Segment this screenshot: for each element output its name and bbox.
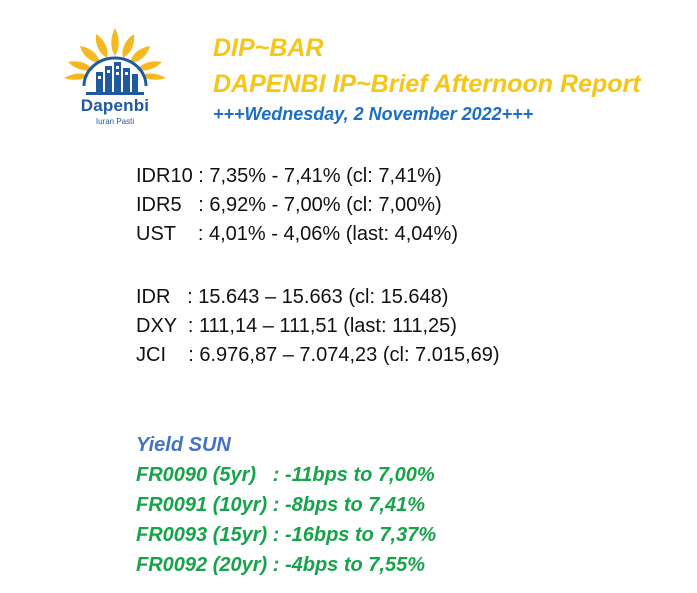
market-rate-row: DXY : 111,14 – 111,51 (last: 111,25) bbox=[136, 315, 457, 337]
sun-building-logo-icon bbox=[64, 28, 166, 95]
yield-row: FR0093 (15yr) : -16bps to 7,37% bbox=[136, 524, 437, 546]
bond-rate-row: UST : 4,01% - 4,06% (last: 4,04%) bbox=[136, 223, 458, 245]
yield-sun-section: Yield SUN FR0090 (5yr) : -11bps to 7,00%… bbox=[136, 430, 436, 580]
bond-rates-list: IDR10 : 7,35% - 7,41% (cl: 7,41%) IDR5 :… bbox=[136, 162, 458, 249]
report-subtitle: DAPENBI IP~Brief Afternoon Report bbox=[213, 70, 641, 98]
logo-name: Dapenbi bbox=[80, 96, 150, 115]
logo-tagline: Iuran Pasti bbox=[95, 117, 135, 126]
bond-rate-row: IDR5 : 6,92% - 7,00% (cl: 7,00%) bbox=[136, 194, 442, 216]
yield-row: FR0092 (20yr) : -4bps to 7,55% bbox=[136, 554, 425, 576]
market-rate-row: JCI : 6.976,87 – 7.074,23 (cl: 7.015,69) bbox=[136, 344, 500, 366]
market-rates-list: IDR : 15.643 – 15.663 (cl: 15.648) DXY :… bbox=[136, 283, 500, 370]
report-title: DIP~BAR bbox=[213, 34, 324, 62]
yield-row: FR0090 (5yr) : -11bps to 7,00% bbox=[136, 464, 435, 486]
dapenbi-logo: Dapenbi Iuran Pasti bbox=[56, 24, 186, 134]
yield-row: FR0091 (10yr) : -8bps to 7,41% bbox=[136, 494, 425, 516]
yield-sun-title: Yield SUN bbox=[136, 434, 231, 456]
report-date: +++Wednesday, 2 November 2022+++ bbox=[213, 104, 534, 124]
market-rate-row: IDR : 15.643 – 15.663 (cl: 15.648) bbox=[136, 286, 449, 308]
bond-rate-row: IDR10 : 7,35% - 7,41% (cl: 7,41%) bbox=[136, 165, 442, 187]
